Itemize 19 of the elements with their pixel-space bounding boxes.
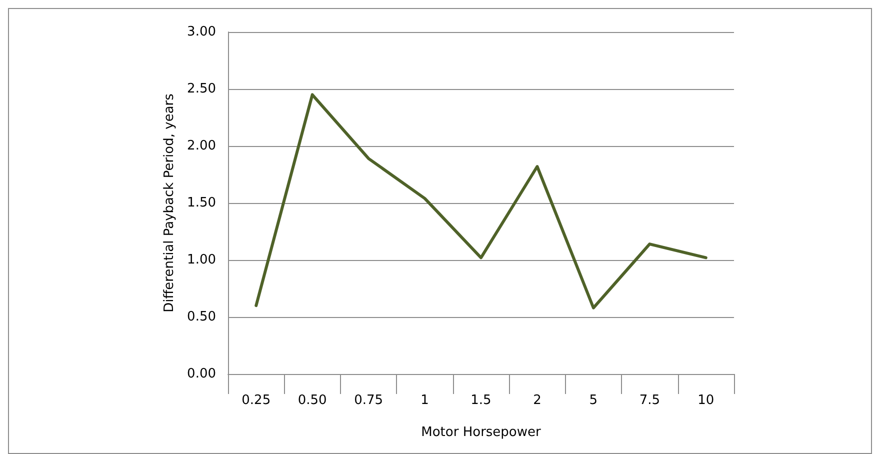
x-tick-label: 7.5 [639,393,660,408]
x-axis-title: Motor Horsepower [421,425,542,440]
y-tick-label: 2.00 [187,138,216,154]
x-tick-label: 10 [698,393,714,408]
y-tick-label: 0.00 [187,366,216,382]
x-tick-label: 5 [589,393,598,408]
x-tick-label: 0.75 [354,393,384,408]
y-tick-label: 1.50 [187,196,216,210]
x-tick-label: 0.25 [242,393,271,408]
x-tick-label: 0.50 [298,393,327,408]
x-tick-label: 1.5 [470,393,492,408]
line-series [254,93,708,310]
x-tick-label: 1 [420,393,429,408]
y-tick-label: 2.50 [187,82,216,96]
x-tick-label: 2 [533,393,542,408]
y-tick-label: 3.00 [187,24,216,40]
y-tick-label: 0.50 [187,310,216,324]
y-tick-label: 1.00 [187,252,216,268]
y-axis-title: Differential Payback Period, years [162,93,178,312]
